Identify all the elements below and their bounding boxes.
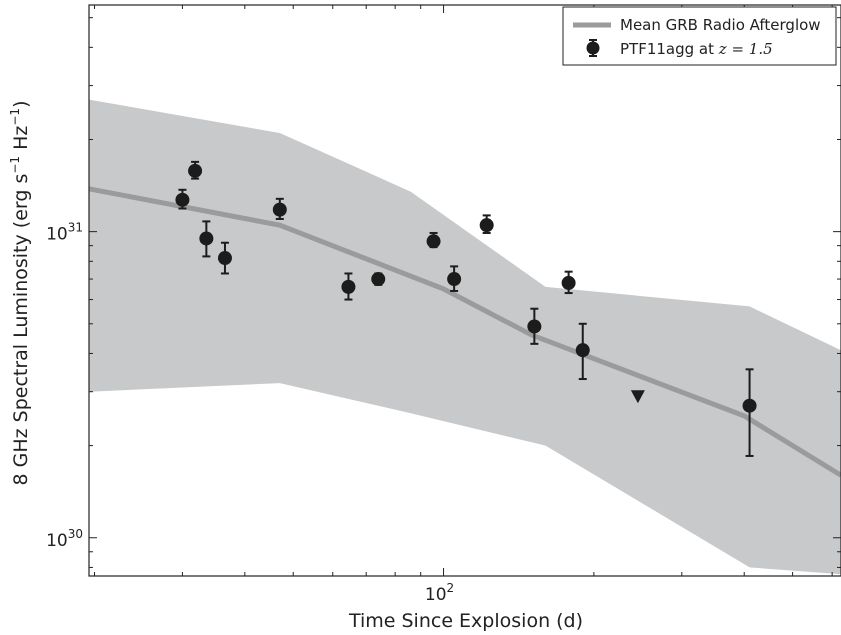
y-tick-label: 1030	[46, 527, 83, 551]
data-point-marker	[371, 272, 386, 287]
mean-line	[89, 186, 841, 478]
data-point-marker	[527, 319, 542, 334]
data-point	[199, 220, 214, 258]
data-point-marker	[447, 272, 462, 287]
data-point	[742, 368, 757, 457]
data-point	[341, 272, 356, 301]
data-point-marker	[199, 231, 214, 246]
legend-box	[562, 6, 837, 66]
legend: Mean GRB Radio Afterglow PTF11agg at z =…	[562, 6, 837, 66]
axes: 102 1030 1031	[46, 4, 841, 605]
upper-limit-marker	[630, 390, 645, 404]
data-point	[575, 322, 590, 381]
data-point-marker	[742, 398, 757, 413]
data-point	[479, 214, 494, 234]
y-tick-label: 1031	[46, 221, 83, 245]
legend-points-label: PTF11agg at z = 1.5	[620, 40, 773, 58]
y-axis-label: 8 GHz Spectral Luminosity (erg s−1 Hz−1)	[8, 100, 32, 485]
x-tick-label: 102	[425, 581, 454, 605]
data-point-marker	[217, 251, 232, 266]
data-point-marker	[479, 218, 494, 233]
data-point	[371, 272, 386, 287]
data-point	[217, 241, 232, 275]
plot-area	[89, 99, 841, 575]
axes-frame	[88, 4, 841, 577]
legend-point-marker	[586, 41, 600, 55]
data-point	[447, 265, 462, 292]
data-point-marker	[561, 275, 576, 290]
data-point	[175, 188, 190, 210]
data-point-marker	[272, 202, 287, 217]
data-point	[527, 307, 542, 345]
data-point	[188, 160, 203, 180]
data-point-marker	[575, 343, 590, 358]
x-axis-label: Time Since Explosion (d)	[348, 610, 583, 632]
data-point	[426, 231, 441, 249]
data-point-marker	[188, 163, 203, 178]
data-point	[561, 270, 576, 295]
data-point	[272, 197, 287, 220]
data-point-marker	[341, 279, 356, 294]
legend-mean-label: Mean GRB Radio Afterglow	[620, 16, 821, 34]
data-point-marker	[175, 192, 190, 207]
data-point-marker	[426, 234, 441, 249]
